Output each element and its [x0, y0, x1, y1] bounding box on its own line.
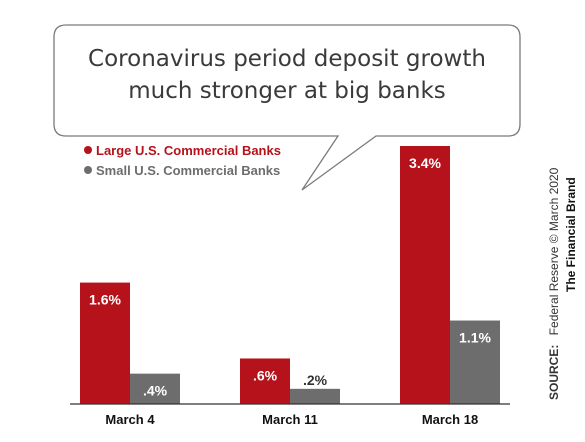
value-label-small-1: .2%	[303, 372, 328, 388]
bar-small-2	[450, 320, 500, 404]
value-label-large-1: .6%	[253, 367, 278, 383]
brand-name: The Financial Brand	[564, 177, 578, 292]
brand-block: The Financial Brand	[564, 177, 578, 292]
category-label-1: March 11	[262, 412, 318, 427]
bar-large-1	[240, 358, 290, 404]
chart-title-line-1: Coronavirus period deposit growth	[88, 46, 486, 72]
legend: Large U.S. Commercial Banks Small U.S. C…	[84, 143, 281, 178]
legend-marker-small	[84, 166, 92, 174]
bars-group: 1.6% .4% .6% .2% 3.4% 1.1%	[80, 146, 500, 404]
category-label-0: March 4	[105, 412, 155, 427]
svg-text:SOURCE: Federal Reserve: SOURCE: Federal Reserve © March 2020	[547, 167, 561, 400]
source-block: SOURCE: Federal Reserve © March 2020	[547, 167, 561, 400]
source-label: SOURCE:	[547, 345, 561, 400]
value-label-large-2: 3.4%	[409, 155, 441, 171]
bar-small-1	[290, 388, 340, 404]
category-label-2: March 18	[422, 412, 478, 427]
category-labels: March 4 March 11 March 18	[105, 412, 478, 427]
source-text: Federal Reserve © March 2020	[547, 167, 561, 335]
bar-large-2	[400, 146, 450, 404]
title-bubble	[53, 24, 521, 191]
legend-marker-large	[84, 146, 92, 154]
legend-label-large: Large U.S. Commercial Banks	[96, 143, 281, 158]
value-label-small-0: .4%	[143, 383, 168, 399]
bar-small-0	[130, 373, 180, 404]
chart-title-line-2: much stronger at big banks	[128, 78, 446, 104]
value-label-small-2: 1.1%	[459, 330, 491, 346]
legend-label-small: Small U.S. Commercial Banks	[96, 163, 280, 178]
value-label-large-0: 1.6%	[89, 292, 121, 308]
bar-large-0	[80, 282, 130, 404]
